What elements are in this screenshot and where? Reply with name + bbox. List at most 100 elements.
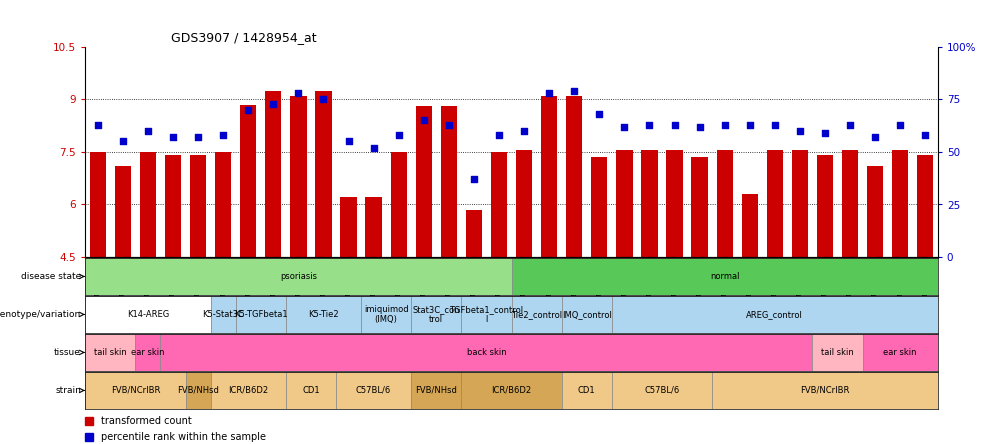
Text: percentile rank within the sample: percentile rank within the sample xyxy=(101,432,267,442)
Text: imiquimod
(IMQ): imiquimod (IMQ) xyxy=(364,305,408,324)
Bar xyxy=(315,91,332,257)
Text: genotype/variation: genotype/variation xyxy=(0,310,81,319)
Text: disease state: disease state xyxy=(21,272,81,281)
Text: back skin: back skin xyxy=(466,348,506,357)
Text: TGFbeta1_control
l: TGFbeta1_control l xyxy=(449,305,523,324)
Bar xyxy=(665,150,682,257)
Text: FVB/NHsd: FVB/NHsd xyxy=(415,386,457,395)
Bar xyxy=(490,152,507,257)
Bar xyxy=(561,296,611,333)
Bar xyxy=(214,152,231,257)
Point xyxy=(391,132,407,139)
Bar xyxy=(812,334,862,371)
Bar xyxy=(511,258,937,295)
Bar xyxy=(515,150,532,257)
Bar xyxy=(85,334,135,371)
Text: C57BL/6: C57BL/6 xyxy=(356,386,391,395)
Bar xyxy=(711,372,937,409)
Text: GDS3907 / 1428954_at: GDS3907 / 1428954_at xyxy=(170,32,316,44)
Text: C57BL/6: C57BL/6 xyxy=(643,386,679,395)
Bar xyxy=(565,96,582,257)
Text: ear skin: ear skin xyxy=(131,348,164,357)
Point xyxy=(441,121,457,128)
Bar xyxy=(866,166,883,257)
Bar xyxy=(210,296,235,333)
Bar xyxy=(361,296,411,333)
Point xyxy=(565,87,581,95)
Bar xyxy=(160,334,812,371)
Bar xyxy=(185,372,210,409)
Point xyxy=(842,121,858,128)
Bar xyxy=(85,296,210,333)
Point xyxy=(466,176,482,183)
Text: normal: normal xyxy=(709,272,738,281)
Bar xyxy=(791,150,808,257)
Point xyxy=(415,117,431,124)
Text: AREG_control: AREG_control xyxy=(745,310,803,319)
Bar xyxy=(715,150,732,257)
Bar xyxy=(189,155,206,257)
Point xyxy=(291,90,307,97)
Bar xyxy=(164,155,181,257)
Point xyxy=(591,111,607,118)
Point xyxy=(741,121,758,128)
Bar xyxy=(916,155,933,257)
Point xyxy=(215,132,231,139)
Bar xyxy=(440,107,457,257)
Text: ear skin: ear skin xyxy=(883,348,916,357)
Text: IMQ_control: IMQ_control xyxy=(561,310,611,319)
Point xyxy=(666,121,682,128)
Point xyxy=(341,138,357,145)
Point xyxy=(541,90,557,97)
Point xyxy=(115,138,130,145)
Text: K14-AREG: K14-AREG xyxy=(126,310,169,319)
Text: K5-TGFbeta1: K5-TGFbeta1 xyxy=(233,310,288,319)
Point xyxy=(140,127,156,135)
Point xyxy=(265,100,281,107)
Bar xyxy=(286,372,336,409)
Point xyxy=(90,121,106,128)
Text: psoriasis: psoriasis xyxy=(280,272,317,281)
Bar xyxy=(265,91,282,257)
Bar xyxy=(85,372,185,409)
Bar xyxy=(290,96,307,257)
Point xyxy=(615,123,632,131)
Bar xyxy=(415,107,432,257)
Text: CD1: CD1 xyxy=(577,386,595,395)
Bar xyxy=(540,96,557,257)
Bar xyxy=(286,296,361,333)
Point xyxy=(516,127,532,135)
Point xyxy=(866,134,883,141)
Point xyxy=(491,132,506,139)
Text: tissue: tissue xyxy=(54,348,81,357)
Bar xyxy=(365,198,382,257)
Bar xyxy=(690,157,707,257)
Text: Stat3C_con
trol: Stat3C_con trol xyxy=(412,305,460,324)
Bar xyxy=(841,150,858,257)
Point xyxy=(190,134,206,141)
Point xyxy=(315,96,331,103)
Bar xyxy=(89,152,106,257)
Point xyxy=(716,121,732,128)
Bar xyxy=(465,210,482,257)
Point xyxy=(240,107,257,114)
Bar xyxy=(461,372,561,409)
Text: FVB/NCrIBR: FVB/NCrIBR xyxy=(110,386,160,395)
Bar xyxy=(640,150,657,257)
Bar xyxy=(511,296,561,333)
Bar xyxy=(461,296,511,333)
Bar xyxy=(891,150,908,257)
Bar xyxy=(340,198,357,257)
Point xyxy=(365,144,381,151)
Text: K5-Stat3C: K5-Stat3C xyxy=(202,310,243,319)
Bar xyxy=(139,152,156,257)
Text: ICR/B6D2: ICR/B6D2 xyxy=(227,386,269,395)
Text: FVB/NHsd: FVB/NHsd xyxy=(177,386,218,395)
Bar xyxy=(239,105,257,257)
Bar xyxy=(114,166,131,257)
Bar xyxy=(816,155,833,257)
Point xyxy=(792,127,808,135)
Text: tail skin: tail skin xyxy=(94,348,126,357)
Point xyxy=(917,132,933,139)
Bar xyxy=(390,152,407,257)
